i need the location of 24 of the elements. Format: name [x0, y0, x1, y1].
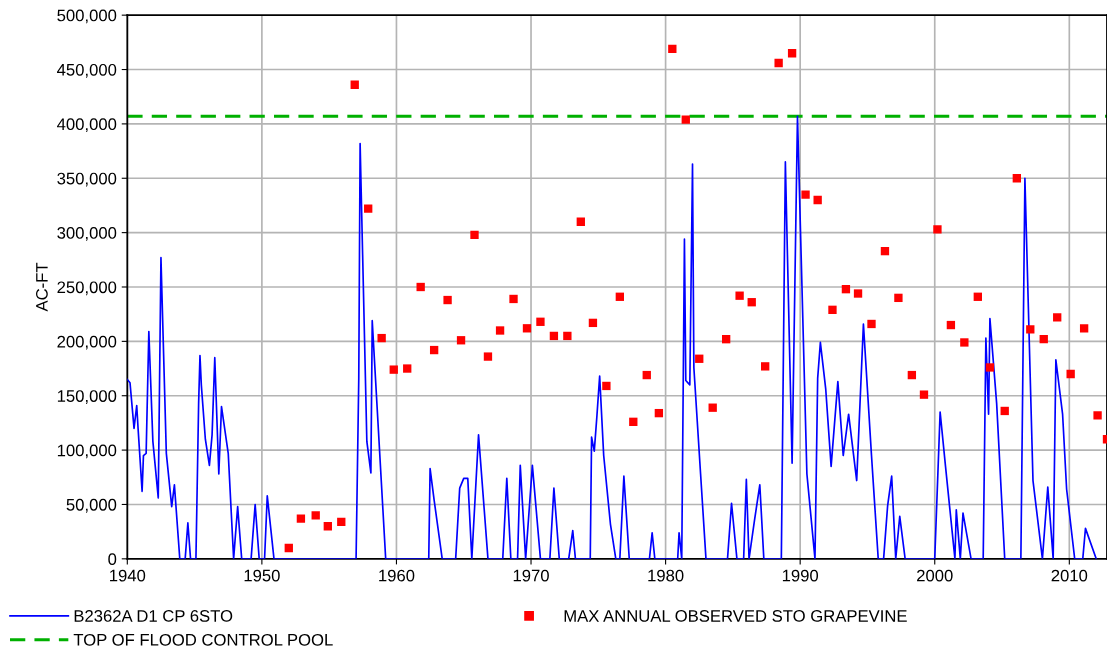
line-series — [127, 115, 1098, 559]
y-tick-label: 300,000 — [57, 227, 117, 241]
y-tick-label: 500,000 — [57, 9, 117, 24]
legend-label: MAX ANNUAL OBSERVED STO GRAPEVINE — [564, 610, 907, 622]
x-tick-label: 1950 — [244, 569, 280, 582]
x-tick-label: 2010 — [1051, 569, 1088, 582]
x-tick-label: 1940 — [110, 569, 146, 582]
x-tick-label: 1990 — [782, 569, 819, 582]
y-tick-label: 250,000 — [57, 281, 117, 296]
y-tick-label: 100,000 — [57, 444, 117, 459]
x-tick-label: 1980 — [648, 569, 684, 582]
x-tick-label: 2000 — [917, 569, 953, 582]
y-tick-label: 350,000 — [57, 172, 117, 187]
y-tick-label: 450,000 — [57, 63, 117, 78]
y-tick-label: 200,000 — [57, 335, 117, 350]
y-axis-title: AC-FT — [36, 262, 48, 312]
y-tick-label: 0 — [108, 553, 117, 566]
y-tick-label: 400,000 — [57, 118, 117, 133]
y-tick-label: 50,000 — [66, 498, 117, 513]
legend-label: TOP OF FLOOD CONTROL POOL — [73, 633, 333, 646]
legend-label: B2362A D1 CP 6STO — [74, 610, 233, 622]
x-tick-label: 1960 — [379, 569, 415, 582]
x-tick-label: 1970 — [513, 569, 549, 582]
y-tick-label: 150,000 — [57, 390, 117, 404]
